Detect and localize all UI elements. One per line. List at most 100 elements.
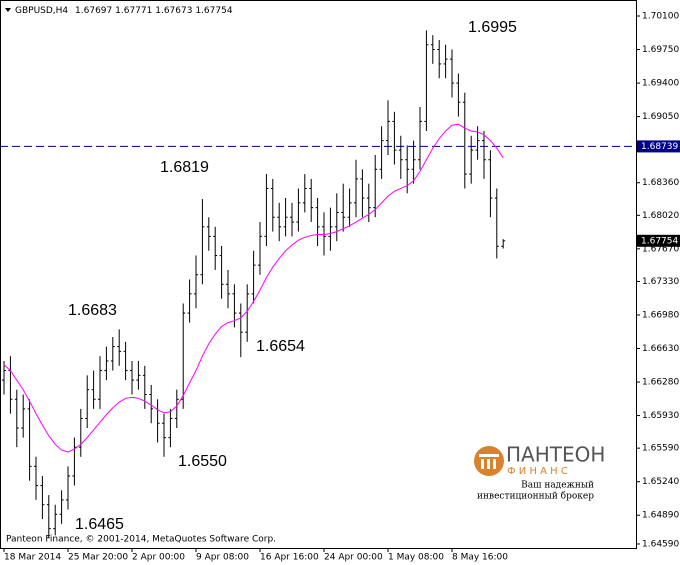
ohlc-bar	[443, 44, 448, 79]
logo: ПАНТЕОН Ф И Н А Н С Ваш надежный инвести…	[474, 443, 605, 502]
ohlc-bar	[411, 140, 416, 184]
open-value: 1.67697	[75, 6, 112, 16]
logo-tagline: инвестиционный брокер	[477, 491, 594, 502]
ohlc-bar	[72, 437, 77, 486]
ohlc-bar	[270, 178, 275, 232]
ohlc-bar	[347, 188, 352, 227]
ohlc-bar	[123, 341, 128, 381]
ohlc-bar	[437, 39, 442, 79]
ohlc-bar	[264, 174, 269, 246]
ohlc-bar	[379, 126, 384, 179]
x-tick-label: 24 Apr 00:00	[324, 553, 383, 563]
ohlc-bar	[450, 49, 454, 98]
logo-tagline: Ваш надежный	[521, 481, 594, 491]
ohlc-bar	[187, 279, 192, 323]
ohlc-bar	[34, 456, 38, 500]
y-tick-label: 1.69050	[642, 112, 679, 122]
ohlc-bar	[53, 504, 58, 536]
ohlc-bar	[488, 150, 493, 218]
y-tick-label: 1.66630	[642, 344, 679, 354]
y-tick-label: 1.67670	[642, 244, 679, 254]
ohlc-bar	[328, 207, 333, 251]
x-tick-label: 25 Mar 20:00	[68, 553, 128, 563]
price-label: 1.67754	[641, 236, 678, 246]
ohlc-bar	[418, 107, 422, 170]
logo-mark	[479, 454, 499, 457]
y-tick-label: 1.65240	[642, 477, 679, 487]
y-tick-label: 1.68020	[642, 211, 679, 221]
footer: Panteon Finance, © 2001-2014, MetaQuotes…	[6, 535, 276, 545]
ohlc-bar	[398, 135, 403, 179]
ohlc-bar	[104, 346, 109, 381]
logo-name: ПАНТЕОН	[506, 443, 605, 467]
y-tick-label: 1.66280	[642, 378, 679, 388]
ohlc-bar	[315, 198, 320, 246]
ohlc-bar	[290, 202, 294, 237]
ohlc-bar	[130, 360, 134, 395]
annotation: 1.6995	[468, 19, 517, 36]
ohlc-bar	[334, 193, 339, 242]
symbol: GBPUSD,H4	[15, 6, 68, 16]
annotation: 1.6654	[256, 338, 305, 355]
x-tick-label: 18 Mar 2014	[4, 553, 61, 563]
close-value: 1.67754	[195, 6, 232, 16]
ohlc-bar	[46, 495, 51, 539]
ohlc-bar	[392, 111, 397, 165]
ohlc-bar	[14, 389, 19, 448]
x-tick-label: 9 Apr 08:00	[196, 553, 249, 563]
y-tick-label: 1.69400	[642, 79, 679, 89]
ohlc-bar	[302, 174, 307, 213]
ohlc-bar	[168, 408, 173, 448]
ohlc-bar	[149, 384, 154, 424]
ohlc-bar	[162, 413, 166, 457]
ohlc-bar	[366, 183, 371, 223]
ohlc-bar	[245, 284, 250, 342]
ohlc-bar	[238, 303, 243, 358]
level-label: 1.68739	[641, 142, 678, 152]
ohlc-bar	[59, 490, 64, 524]
y-tick-label: 1.68360	[642, 178, 679, 188]
ohlc-bar	[136, 360, 141, 390]
ohlc-bar	[456, 73, 461, 117]
ohlc-bar	[110, 337, 115, 371]
ohlc-bar	[27, 399, 32, 481]
ohlc-bar	[501, 239, 506, 249]
ohlc-bar	[258, 222, 262, 275]
level-label-box	[637, 140, 680, 153]
ohlc-bar	[174, 389, 179, 429]
annotation: 1.6465	[75, 516, 124, 533]
ohlc-bar	[386, 100, 390, 155]
y-tick-label: 1.64890	[642, 511, 679, 521]
ohlc-bar	[98, 356, 102, 409]
header-text: GBPUSD,H4 1.67697 1.67771 1.67673 1.6775…	[15, 6, 233, 16]
ohlc-bar	[91, 370, 96, 409]
ohlc-bar	[373, 154, 378, 218]
y-tick-label: 1.66980	[642, 310, 679, 320]
ohlc-bar	[283, 198, 288, 237]
header-icon	[5, 8, 11, 12]
x-tick-label: 8 May 16:00	[452, 553, 508, 563]
y-tick-label: 1.64590	[642, 539, 679, 549]
x-tick-label: 16 Apr 16:00	[260, 553, 319, 563]
y-tick-label: 1.70100	[642, 12, 679, 22]
ohlc-bar	[360, 169, 365, 218]
ohlc-bar	[226, 269, 230, 309]
ohlc-bar	[78, 408, 83, 457]
x-tick-label: 1 May 08:00	[388, 553, 444, 563]
ohlc-bar	[200, 199, 205, 285]
ohlc-bar	[469, 135, 474, 184]
ohlc-bar	[117, 329, 122, 366]
x-tick-label: 2 Apr 00:00	[132, 553, 185, 563]
ohlc-bar	[277, 202, 282, 242]
ohlc-bar	[2, 360, 6, 395]
ohlc-bar	[309, 178, 314, 223]
y-tick-label: 1.67330	[642, 277, 679, 287]
plot-frame	[0, 0, 637, 549]
moving-average	[3, 123, 504, 453]
y-tick-label: 1.65930	[642, 411, 679, 421]
ohlc-bar	[219, 245, 224, 299]
ohlc-bar	[40, 475, 45, 520]
low-value: 1.67673	[155, 6, 192, 16]
ohlc-bar	[424, 30, 429, 131]
